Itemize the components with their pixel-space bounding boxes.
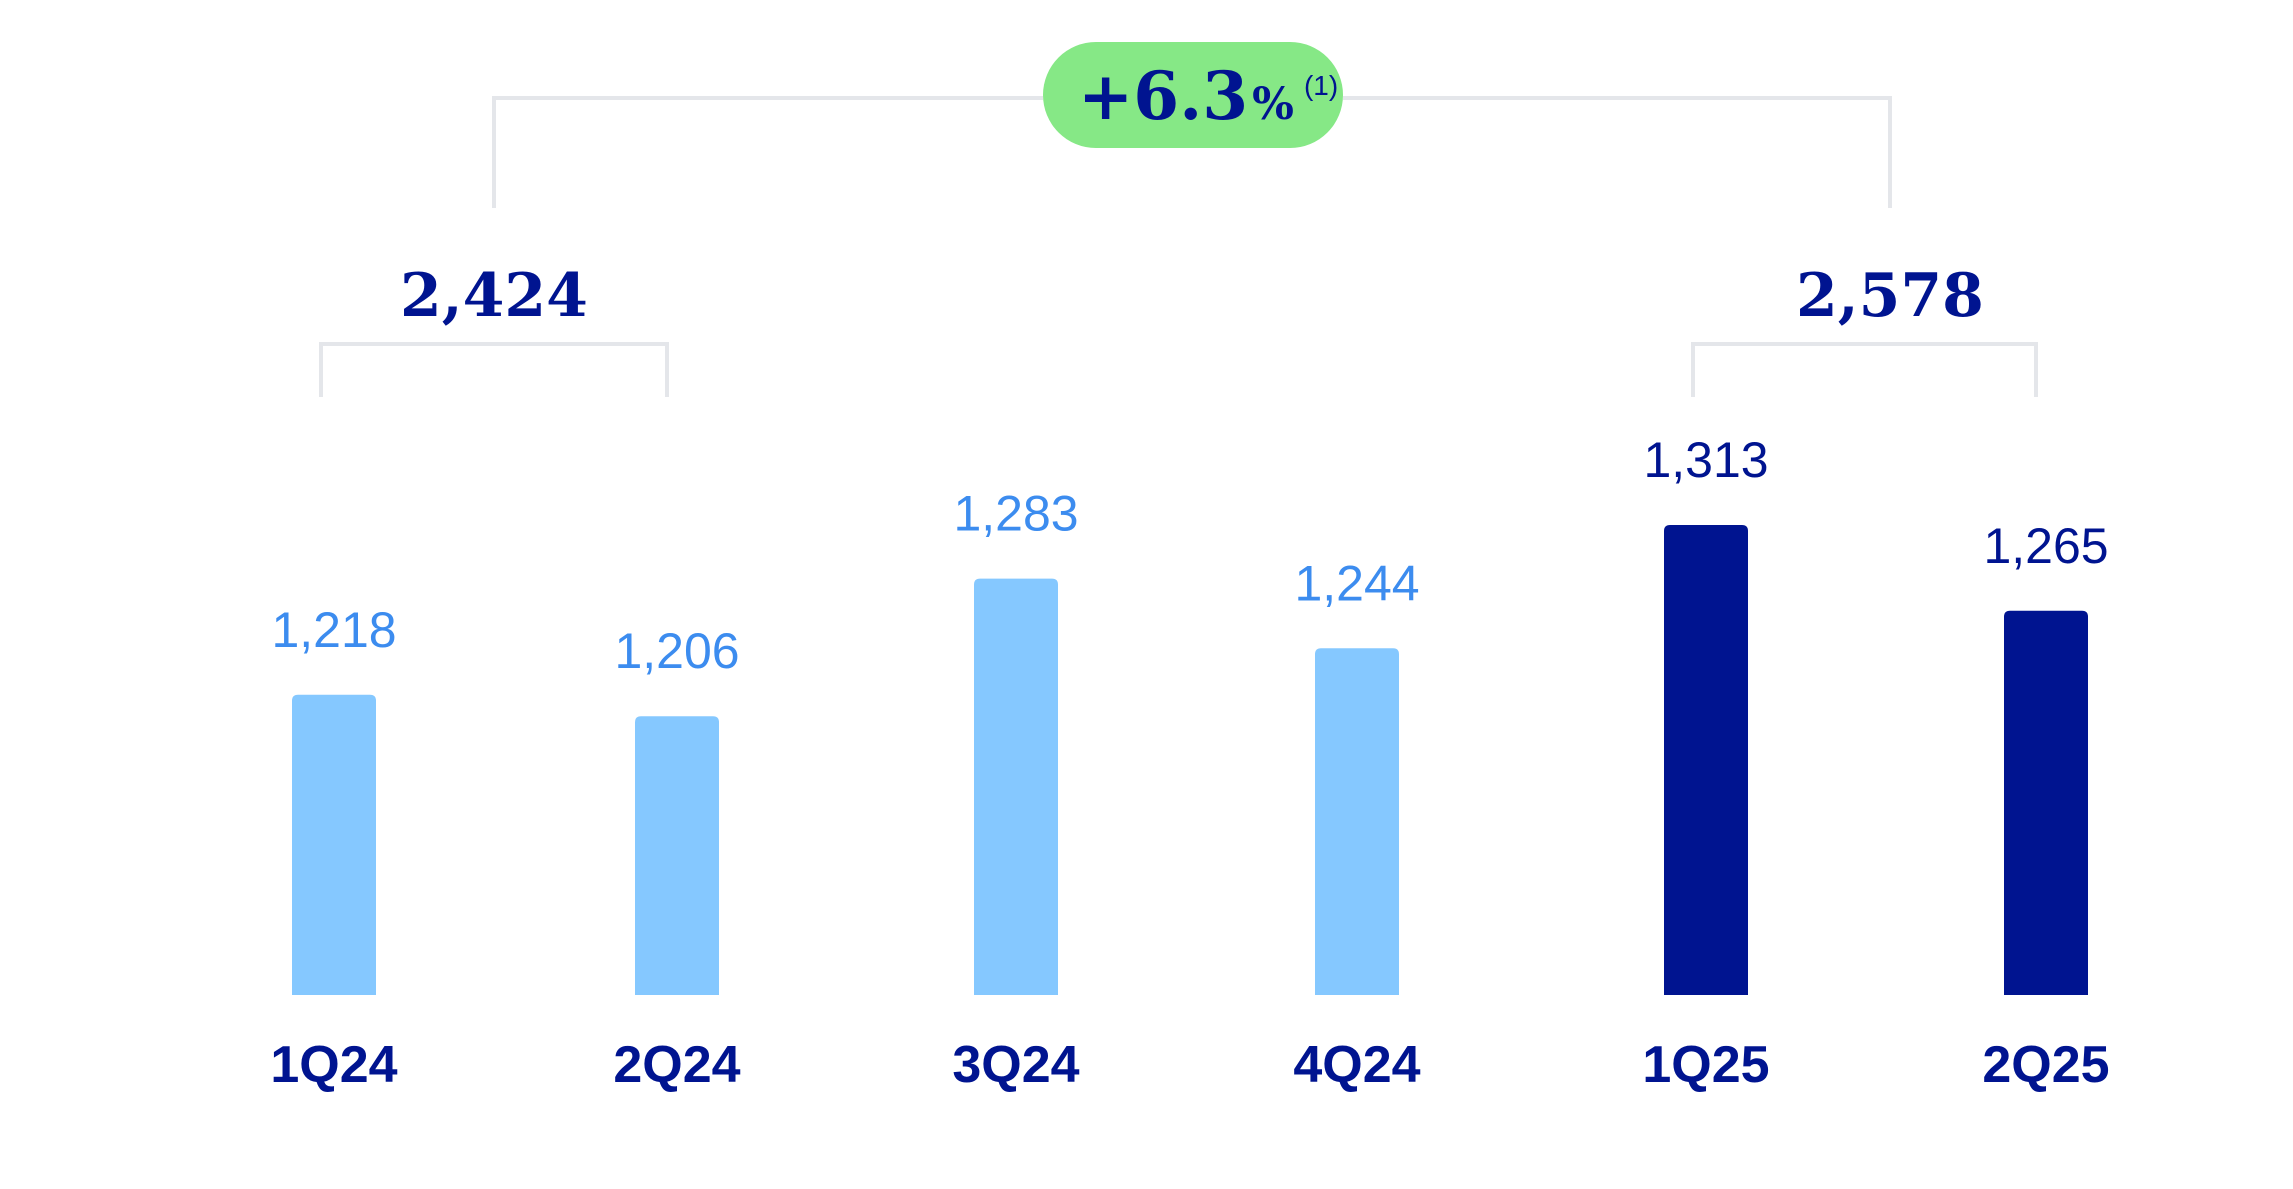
value-label-1Q24: 1,218 [271, 602, 396, 658]
group-total-2025: 2,578 [1796, 261, 1984, 331]
group-brackets [319, 96, 2038, 397]
group-bracket-2025 [1691, 342, 2038, 397]
value-label-2Q24: 1,206 [614, 623, 739, 679]
category-label-1Q24: 1Q24 [270, 1036, 397, 1094]
value-label-1Q25: 1,313 [1643, 432, 1768, 488]
category-label-2Q24: 2Q24 [613, 1036, 740, 1094]
bar-4Q24 [1315, 648, 1399, 995]
growth-badge-background [1043, 42, 1343, 148]
value-label-3Q24: 1,283 [953, 486, 1078, 542]
growth-badge: +6.3% (1) [1043, 42, 1343, 148]
labels-layer: 1,218 1Q24 1,206 2Q24 1,283 3Q24 1,244 4Q24 1,31… [270, 432, 2109, 1094]
value-label-2Q25: 1,265 [1983, 518, 2108, 574]
growth-badge-text: +6.3% (1) [1078, 57, 1338, 135]
category-label-4Q24: 4Q24 [1293, 1036, 1420, 1094]
category-label-2Q25: 2Q25 [1982, 1036, 2109, 1094]
group-bracket-2024 [319, 342, 669, 397]
comparison-bracket-left [492, 96, 1043, 208]
growth-footnote-marker: (1) [1304, 70, 1338, 101]
comparison-bracket-right [1343, 96, 1892, 208]
bar-3Q24 [974, 578, 1058, 995]
value-label-4Q24: 1,244 [1294, 555, 1419, 611]
bar-2Q24 [635, 716, 719, 995]
bar-1Q24 [292, 694, 376, 995]
growth-percent-sign: % [1252, 79, 1294, 130]
group-total-2024: 2,424 [400, 261, 588, 331]
bar-1Q25 [1664, 525, 1748, 995]
category-label-1Q25: 1Q25 [1642, 1036, 1769, 1094]
bar-2Q25 [2004, 610, 2088, 995]
category-label-3Q24: 3Q24 [952, 1036, 1079, 1094]
bars-layer [292, 525, 2088, 995]
growth-value: +6.3 [1078, 57, 1248, 135]
